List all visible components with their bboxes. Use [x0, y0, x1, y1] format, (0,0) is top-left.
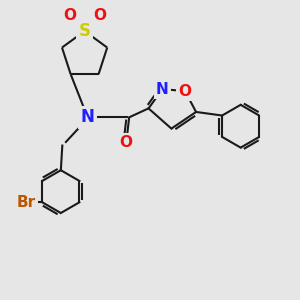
Text: N: N	[156, 82, 169, 97]
Text: S: S	[79, 22, 91, 40]
Text: O: O	[120, 135, 133, 150]
Text: O: O	[93, 8, 106, 23]
Text: O: O	[63, 8, 76, 23]
Text: N: N	[81, 108, 94, 126]
Text: Br: Br	[16, 195, 35, 210]
Text: O: O	[178, 84, 192, 99]
